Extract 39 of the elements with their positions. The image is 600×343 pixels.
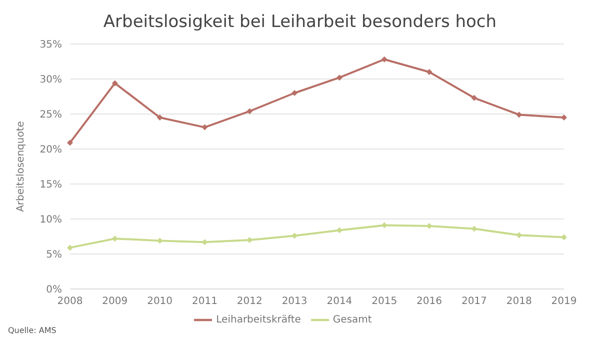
point: [426, 69, 432, 75]
x-tick-label: 2011: [192, 296, 218, 308]
point: [202, 124, 208, 130]
point: [67, 140, 73, 146]
y-tick-label: 0%: [46, 284, 62, 296]
y-tick-label: 10%: [40, 214, 62, 226]
point: [336, 74, 342, 81]
x-tick-label: 2010: [147, 296, 173, 308]
point: [471, 94, 478, 101]
x-tick-label: 2013: [282, 296, 308, 308]
y-tick-label: 35%: [40, 40, 62, 51]
point: [292, 90, 298, 96]
y-tick-label: 30%: [40, 74, 62, 86]
x-tick-label: 2017: [461, 296, 487, 308]
legend-label: Leiharbeitskräfte: [216, 314, 301, 326]
x-tick-label: 2016: [416, 296, 442, 308]
point: [112, 80, 118, 86]
y-tick-label: 15%: [40, 180, 62, 191]
point: [246, 108, 253, 114]
point: [381, 56, 388, 62]
point: [67, 244, 73, 251]
point: [561, 114, 567, 120]
y-axis-title: Arbeitslosenquote: [16, 121, 27, 212]
chart-title: Arbeitslosigkeit bei Leiharbeit besonders hoch: [102, 11, 498, 34]
x-tick-label: 2008: [57, 296, 83, 308]
x-tick-label: 2014: [326, 296, 352, 308]
y-tick-label: 5%: [46, 250, 62, 261]
legend-label: Gesamt: [332, 314, 372, 326]
x-tick-label: 2019: [551, 296, 577, 308]
x-tick-label: 2018: [506, 296, 532, 308]
point: [561, 234, 567, 240]
x-tick-label: 2015: [372, 296, 398, 308]
point: [156, 114, 163, 120]
y-tick-label: 25%: [40, 110, 62, 121]
point: [112, 236, 118, 242]
y-tick-label: 20%: [40, 144, 62, 156]
source-note: Quelle: AMS: [8, 326, 56, 335]
x-tick-label: 2012: [236, 296, 262, 308]
x-tick-label: 2009: [102, 296, 128, 308]
